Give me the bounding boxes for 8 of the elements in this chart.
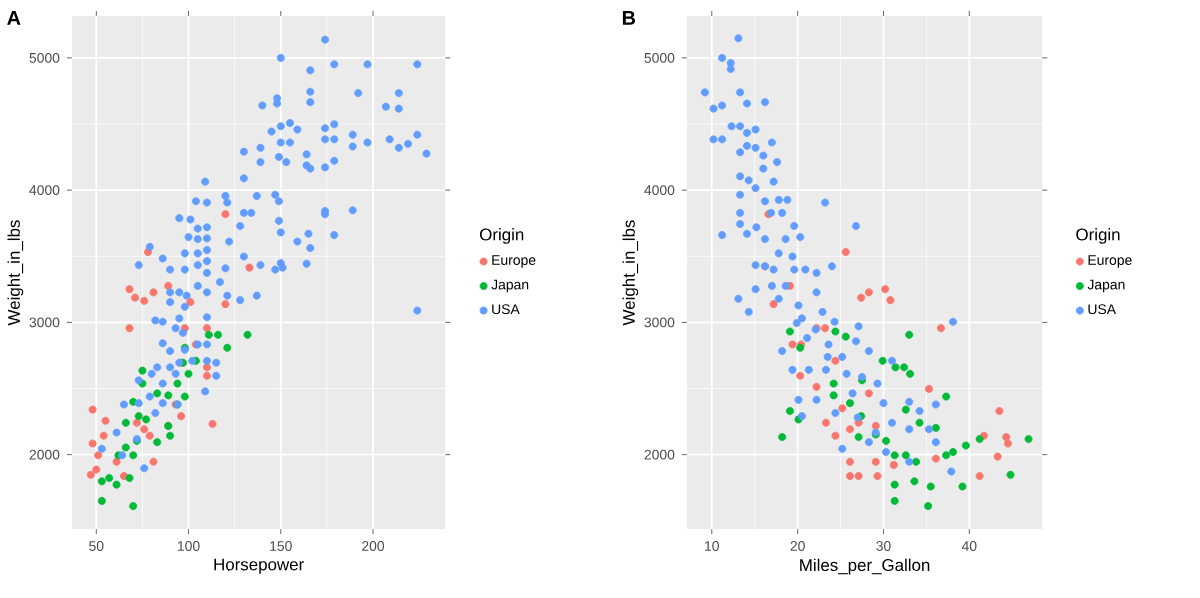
y-axis-title: Weight_in_lbs — [622, 219, 639, 325]
legend-title: Origin — [1076, 227, 1120, 244]
legend-title: Origin — [480, 227, 524, 244]
chart-title: A — [7, 10, 21, 25]
y-axis-title: Weight_in_lbs — [7, 219, 24, 325]
x-axis-title: Horsepower — [214, 558, 304, 574]
chart-title: B — [622, 10, 636, 25]
x-axis-title: Miles_per_Gallon — [800, 558, 930, 574]
